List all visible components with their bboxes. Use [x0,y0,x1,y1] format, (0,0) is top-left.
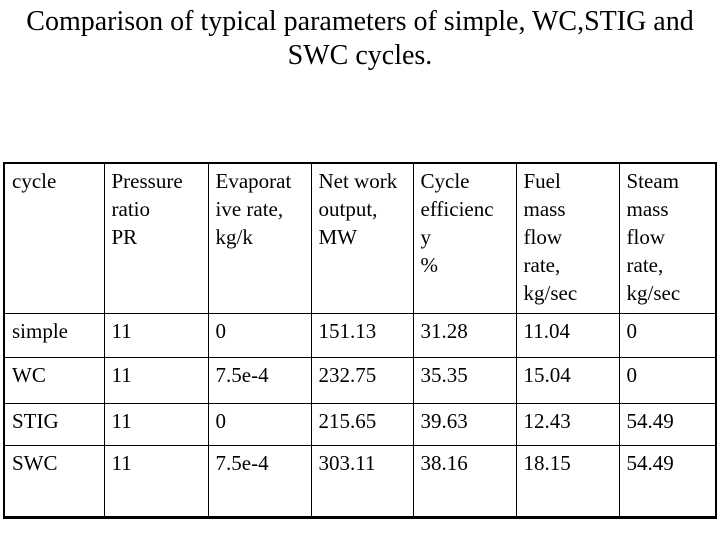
table-header-row: cycle Pressure ratio PR Evaporat ive rat… [3,162,717,314]
table-cell: 38.16 [412,444,517,518]
table-cell: 0 [618,312,717,358]
table-cell: 11 [103,312,209,358]
col-header-evaporative-rate: Evaporat ive rate, kg/k [207,162,312,314]
parameters-table: cycle Pressure ratio PR Evaporat ive rat… [3,162,717,519]
col-header-fuel-mass-flow-rate: Fuel mass flow rate, kg/sec [515,162,620,314]
table-cell: 232.75 [310,356,414,404]
table-row: simple 11 0 151.13 31.28 11.04 0 [3,312,717,358]
col-header-net-work-output: Net work output, MW [310,162,414,314]
table-cell: 39.63 [412,402,517,446]
col-header-steam-mass-flow-rate: Steam mass flow rate, kg/sec [618,162,717,314]
table-cell: 11 [103,402,209,446]
col-header-cycle: cycle [3,162,105,314]
table-cell: 11 [103,356,209,404]
table-cell: 215.65 [310,402,414,446]
table-cell: 7.5e-4 [207,444,312,518]
row-label-swc: SWC [3,444,105,518]
table-cell: 7.5e-4 [207,356,312,404]
table-cell: 11 [103,444,209,518]
col-header-pressure-ratio: Pressure ratio PR [103,162,209,314]
table-cell: 54.49 [618,444,717,518]
table-cell: 12.43 [515,402,620,446]
table-cell: 31.28 [412,312,517,358]
row-label-stig: STIG [3,402,105,446]
table-cell: 54.49 [618,402,717,446]
row-label-simple: simple [3,312,105,358]
table-cell: 18.15 [515,444,620,518]
table-row: WC 11 7.5e-4 232.75 35.35 15.04 0 [3,356,717,404]
col-header-cycle-efficiency: Cycle efficienc y % [412,162,517,314]
slide-title: Comparison of typical parameters of simp… [26,6,694,71]
table-row: STIG 11 0 215.65 39.63 12.43 54.49 [3,402,717,446]
table-cell: 303.11 [310,444,414,518]
table-row: SWC 11 7.5e-4 303.11 38.16 18.15 54.49 [3,444,717,518]
table-cell: 15.04 [515,356,620,404]
table-cell: 0 [618,356,717,404]
table-cell: 11.04 [515,312,620,358]
table-cell: 0 [207,402,312,446]
table-cell: 35.35 [412,356,517,404]
table-cell: 0 [207,312,312,358]
row-label-wc: WC [3,356,105,404]
table-cell: 151.13 [310,312,414,358]
